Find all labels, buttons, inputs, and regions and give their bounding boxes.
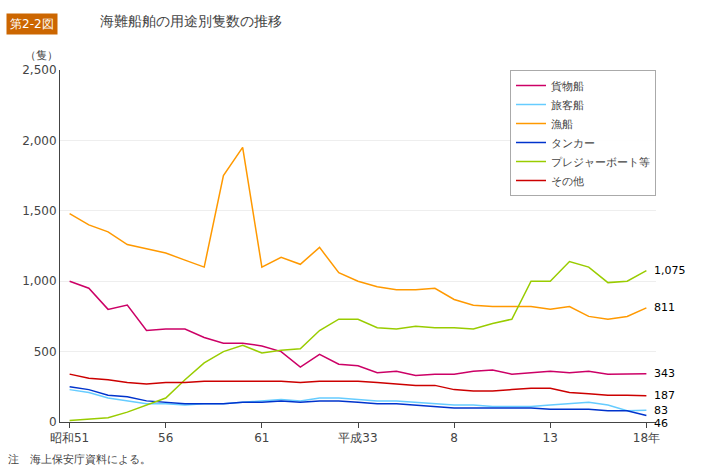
svg-text:83: 83: [654, 404, 668, 417]
svg-text:昭和51: 昭和51: [50, 431, 89, 445]
svg-text:2,500: 2,500: [22, 63, 56, 77]
svg-text:500: 500: [34, 345, 57, 359]
svg-text:13: 13: [543, 431, 558, 445]
svg-text:海難船舶の用途別隻数の推移: 海難船舶の用途別隻数の推移: [100, 13, 282, 29]
svg-text:第2-2図: 第2-2図: [10, 17, 54, 31]
svg-text:1,500: 1,500: [22, 204, 56, 218]
svg-text:貨物船: 貨物船: [551, 80, 584, 93]
svg-text:2,000: 2,000: [22, 134, 56, 148]
svg-text:注 海上保安庁資料による。: 注 海上保安庁資料による。: [8, 453, 151, 466]
svg-text:プレジャーボート等: プレジャーボート等: [551, 156, 650, 169]
svg-text:18年: 18年: [633, 431, 660, 445]
svg-text:1,075: 1,075: [654, 264, 686, 277]
svg-text:8: 8: [450, 431, 458, 445]
svg-text:811: 811: [654, 301, 675, 314]
svg-text:61: 61: [254, 431, 269, 445]
svg-text:0: 0: [49, 415, 57, 429]
svg-text:187: 187: [654, 389, 675, 402]
svg-text:旅客船: 旅客船: [551, 99, 584, 112]
svg-text:その他: その他: [551, 175, 584, 188]
svg-text:平成33: 平成33: [338, 431, 377, 445]
svg-text:343: 343: [654, 367, 675, 380]
svg-text:（隻）: （隻）: [25, 49, 58, 62]
svg-text:56: 56: [158, 431, 173, 445]
svg-text:タンカー: タンカー: [551, 137, 595, 150]
svg-text:1,000: 1,000: [22, 274, 56, 288]
svg-text:漁船: 漁船: [551, 118, 573, 131]
svg-text:46: 46: [654, 417, 668, 430]
